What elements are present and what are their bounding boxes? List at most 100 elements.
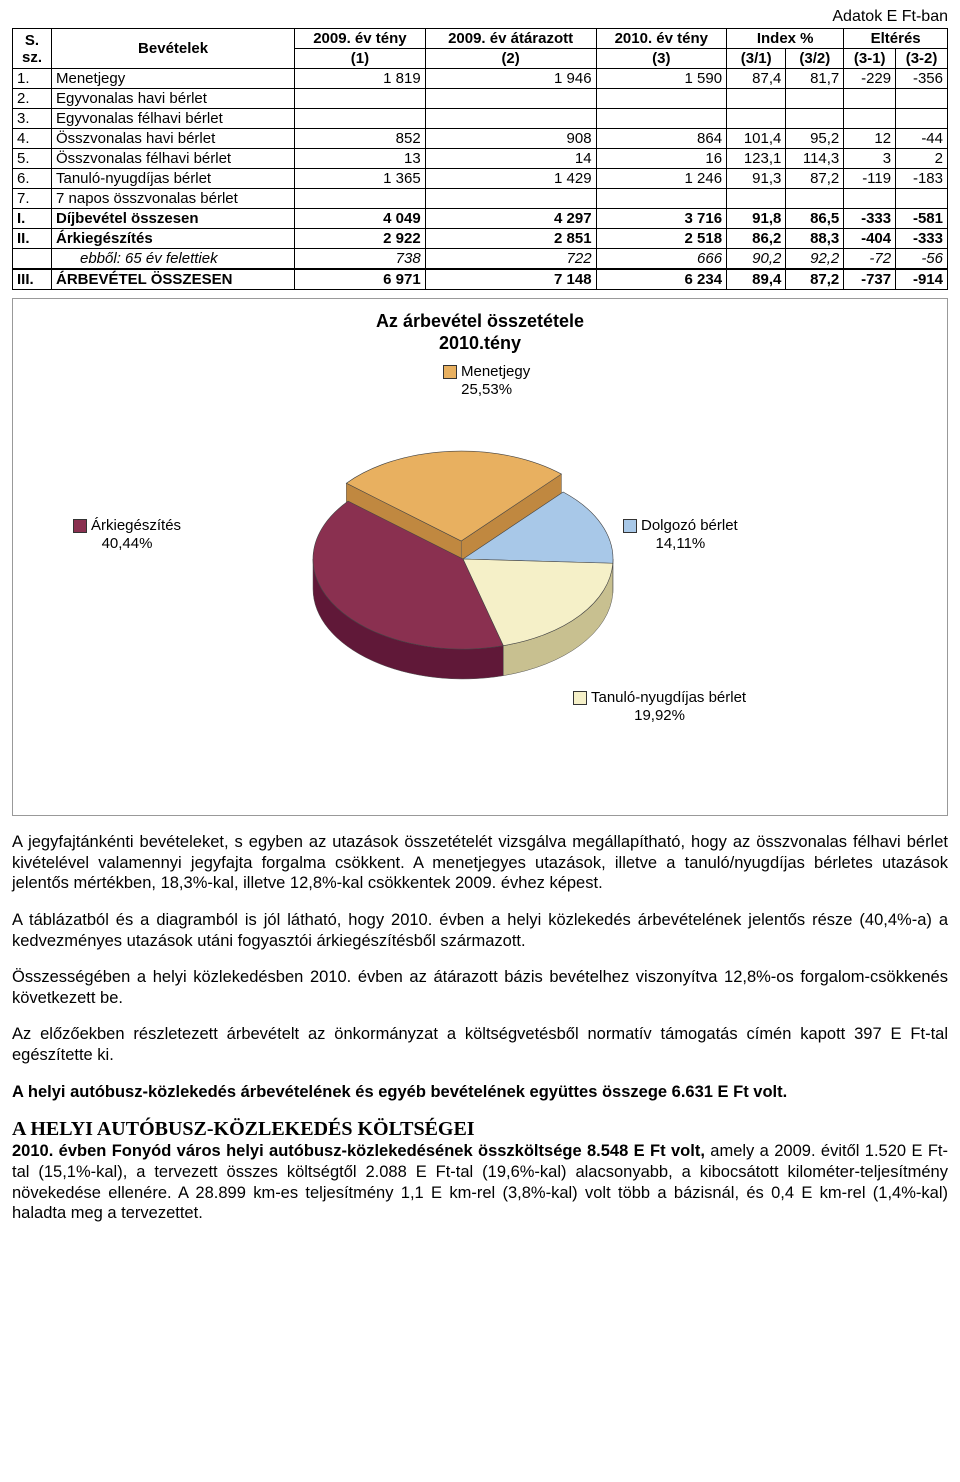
table-row: 7.7 napos összvonalas bérlet	[13, 189, 948, 209]
cell: 91,3	[727, 169, 786, 189]
cell	[295, 109, 426, 129]
cell: -356	[896, 69, 948, 89]
cell	[727, 189, 786, 209]
row-num	[13, 249, 52, 270]
cell	[896, 89, 948, 109]
th-sub: (3/2)	[786, 49, 844, 69]
cell	[425, 189, 596, 209]
units-note: Adatok E Ft-ban	[12, 8, 948, 26]
cell: 1 946	[425, 69, 596, 89]
cell: 666	[596, 249, 727, 270]
cell	[295, 189, 426, 209]
chart-title-1: Az árbevétel összetétele	[21, 311, 939, 333]
table-row: 3.Egyvonalas félhavi bérlet	[13, 109, 948, 129]
cell: 1 819	[295, 69, 426, 89]
th-2009-teny: 2009. év tény	[295, 29, 426, 49]
paragraph-1: A jegyfajtánkénti bevételeket, s egyben …	[12, 832, 948, 894]
row-label: Összvonalas félhavi bérlet	[52, 149, 295, 169]
row-num: I.	[13, 209, 52, 229]
th-sub: (3/1)	[727, 49, 786, 69]
cell: 81,7	[786, 69, 844, 89]
row-num: III.	[13, 269, 52, 290]
paragraph-2: A táblázatból és a diagramból is jól lát…	[12, 910, 948, 951]
cell: 87,2	[786, 269, 844, 290]
th-sub: (3-1)	[844, 49, 896, 69]
cell: 852	[295, 129, 426, 149]
cell: -914	[896, 269, 948, 290]
cell: 86,2	[727, 229, 786, 249]
cell	[727, 89, 786, 109]
cell: -737	[844, 269, 896, 290]
cell	[896, 109, 948, 129]
th-index: Index %	[727, 29, 844, 49]
th-2009-atar: 2009. év átárazott	[425, 29, 596, 49]
cell: -56	[896, 249, 948, 270]
table-row: 2.Egyvonalas havi bérlet	[13, 89, 948, 109]
row-num: 3.	[13, 109, 52, 129]
cell: 14	[425, 149, 596, 169]
table-row: ebből: 65 év felettiek73872266690,292,2-…	[13, 249, 948, 270]
legend-item: Dolgozó bérlet14,11%	[623, 517, 738, 553]
row-num: II.	[13, 229, 52, 249]
cell: 16	[596, 149, 727, 169]
cell: -72	[844, 249, 896, 270]
cell: 4 297	[425, 209, 596, 229]
revenue-pie-chart: Az árbevétel összetétele 2010.tény Menet…	[12, 298, 948, 816]
cell: 2 922	[295, 229, 426, 249]
cell	[596, 109, 727, 129]
cell: 738	[295, 249, 426, 270]
cell: 864	[596, 129, 727, 149]
chart-title-2: 2010.tény	[21, 333, 939, 355]
costs-heading: A HELYI AUTÓBUSZ-KÖZLEKEDÉS KÖLTSÉGEI	[12, 1118, 948, 1141]
cell	[295, 89, 426, 109]
row-label: Menetjegy	[52, 69, 295, 89]
row-num: 5.	[13, 149, 52, 169]
row-label: ÁRBEVÉTEL ÖSSZESEN	[52, 269, 295, 290]
cell: 92,2	[786, 249, 844, 270]
cell: 4 049	[295, 209, 426, 229]
cell: 6 234	[596, 269, 727, 290]
table-row: 1.Menetjegy1 8191 9461 59087,481,7-229-3…	[13, 69, 948, 89]
cell: 91,8	[727, 209, 786, 229]
cell	[596, 89, 727, 109]
table-row: III.ÁRBEVÉTEL ÖSSZESEN6 9717 1486 23489,…	[13, 269, 948, 290]
cell: -333	[896, 229, 948, 249]
row-num: 4.	[13, 129, 52, 149]
cell	[786, 189, 844, 209]
cell: 101,4	[727, 129, 786, 149]
th-sz: S. sz.	[13, 29, 52, 69]
cell: 722	[425, 249, 596, 270]
row-num: 6.	[13, 169, 52, 189]
table-row: I.Díjbevétel összesen4 0494 2973 71691,8…	[13, 209, 948, 229]
cell	[844, 89, 896, 109]
legend-item: Menetjegy25,53%	[443, 363, 530, 399]
cell: 3	[844, 149, 896, 169]
cell: 90,2	[727, 249, 786, 270]
table-row: 5.Összvonalas félhavi bérlet131416123,11…	[13, 149, 948, 169]
cell: 114,3	[786, 149, 844, 169]
table-row: 6.Tanuló-nyugdíjas bérlet1 3651 4291 246…	[13, 169, 948, 189]
table-row: II.Árkiegészítés2 9222 8512 51886,288,3 -…	[13, 229, 948, 249]
cell	[425, 89, 596, 109]
cell: 95,2	[786, 129, 844, 149]
cell: 88,3	[786, 229, 844, 249]
cell: 2 851	[425, 229, 596, 249]
cell: -229	[844, 69, 896, 89]
cell: -119	[844, 169, 896, 189]
cell	[844, 109, 896, 129]
th-sub: (1)	[295, 49, 426, 69]
cell: 2 518	[596, 229, 727, 249]
row-label: Díjbevétel összesen	[52, 209, 295, 229]
th-elteres: Eltérés	[844, 29, 948, 49]
cell: 87,2	[786, 169, 844, 189]
cell	[844, 189, 896, 209]
cell: 1 365	[295, 169, 426, 189]
cell	[425, 109, 596, 129]
cell	[896, 189, 948, 209]
cell: -183	[896, 169, 948, 189]
row-label: Árkiegészítés	[52, 229, 295, 249]
table-row: 4.Összvonalas havi bérlet852908864101,49…	[13, 129, 948, 149]
cell: 12	[844, 129, 896, 149]
row-num: 7.	[13, 189, 52, 209]
cell: 89,4	[727, 269, 786, 290]
